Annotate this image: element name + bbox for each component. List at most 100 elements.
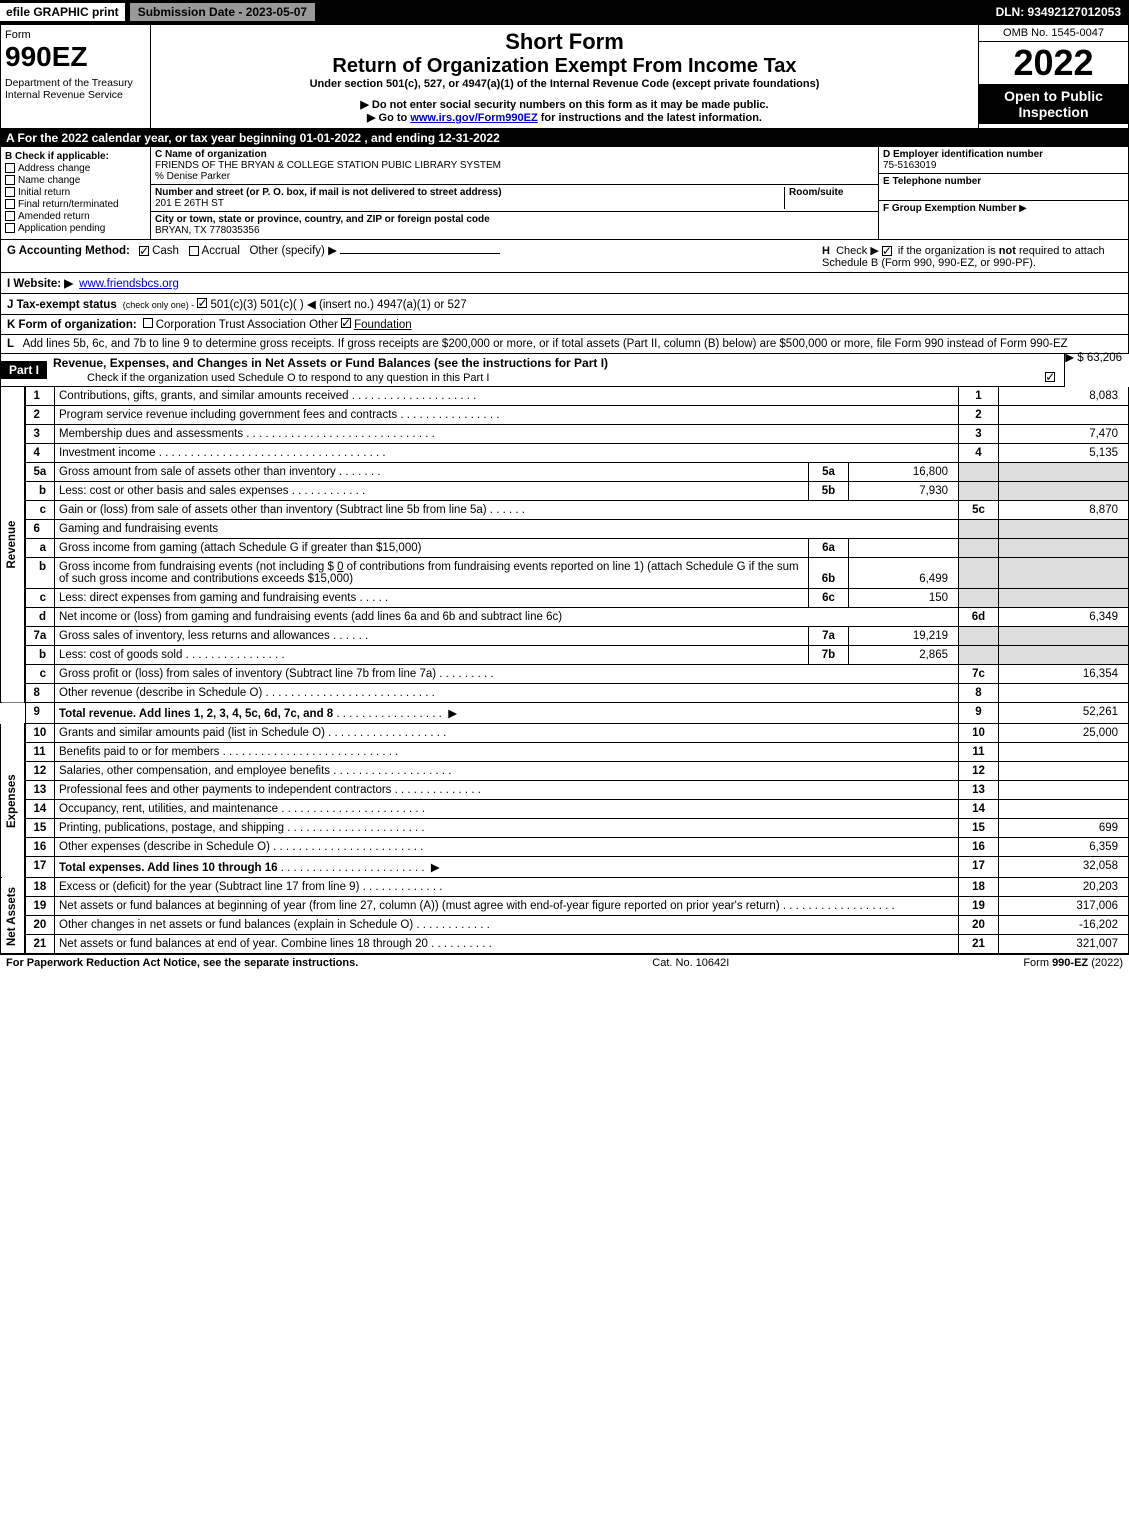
row-desc: Salaries, other compensation, and employ… (55, 762, 959, 781)
spacer (1, 703, 25, 724)
row-desc: Less: direct expenses from gaming and fu… (55, 589, 809, 608)
row-desc: Net assets or fund balances at end of ye… (55, 935, 959, 954)
row-value (999, 743, 1129, 762)
row-desc: Total revenue. Add lines 1, 2, 3, 4, 5c,… (55, 703, 959, 724)
row-invalue: 16,800 (849, 463, 959, 482)
row-desc: Gain or (loss) from sale of assets other… (55, 501, 959, 520)
row-num: 14 (25, 800, 55, 819)
chk-final-return[interactable]: Final return/terminated (5, 199, 146, 210)
chk-name-change[interactable]: Name change (5, 175, 146, 186)
chk-other-org[interactable] (341, 318, 351, 328)
city-row: City or town, state or province, country… (151, 212, 878, 238)
row-outlabel: 1 (959, 387, 999, 406)
row-value: 699 (999, 819, 1129, 838)
row-num: c (25, 665, 55, 684)
form-header: Form 990EZ Department of the Treasury In… (0, 24, 1129, 129)
row-value: 321,007 (999, 935, 1129, 954)
header-right: OMB No. 1545-0047 2022 Open to Public In… (978, 25, 1128, 128)
chk-amended-return[interactable]: Amended return (5, 211, 146, 222)
row-desc: Gross sales of inventory, less returns a… (55, 627, 809, 646)
row-value: 25,000 (999, 724, 1129, 743)
row-invalue: 2,865 (849, 646, 959, 665)
financial-table: Revenue 1 Contributions, gifts, grants, … (0, 387, 1129, 954)
room-label: Room/suite (789, 187, 843, 198)
row-desc: Less: cost or other basis and sales expe… (55, 482, 809, 501)
section-a: A For the 2022 calendar year, or tax yea… (0, 129, 1129, 147)
chk-accrual[interactable] (189, 246, 199, 256)
row-desc: Professional fees and other payments to … (55, 781, 959, 800)
ein-label: D Employer identification number (883, 149, 1043, 160)
efile-label: efile GRAPHIC print (0, 3, 125, 21)
grey-cell (959, 539, 999, 558)
chk-cash[interactable] (139, 246, 149, 256)
chk-schedule-b[interactable] (882, 246, 892, 256)
street-value: 201 E 26TH ST (155, 198, 224, 209)
grey-cell (999, 646, 1129, 665)
line-j: J Tax-exempt status (check only one) - 5… (0, 294, 1129, 315)
chk-corp[interactable] (143, 318, 153, 328)
row-desc: Net income or (loss) from gaming and fun… (55, 608, 959, 627)
row-num: 5a (25, 463, 55, 482)
chk-initial-return[interactable]: Initial return (5, 187, 146, 198)
grey-cell (999, 463, 1129, 482)
form-number: 990EZ (5, 41, 146, 73)
irs-link[interactable]: www.irs.gov/Form990EZ (410, 112, 537, 124)
row-invalue: 150 (849, 589, 959, 608)
submission-date: Submission Date - 2023-05-07 (129, 2, 316, 22)
l-amount: ▶ $ 63,206 (1065, 350, 1122, 364)
omb-number: OMB No. 1545-0047 (979, 25, 1128, 42)
header-left: Form 990EZ Department of the Treasury In… (1, 25, 151, 128)
row-invalue: 6,499 (849, 558, 959, 589)
row-outlabel: 15 (959, 819, 999, 838)
row-value: 317,006 (999, 897, 1129, 916)
row-outlabel: 13 (959, 781, 999, 800)
chk-address-change[interactable]: Address change (5, 163, 146, 174)
row-num: 11 (25, 743, 55, 762)
row-num: 16 (25, 838, 55, 857)
goto-post: for instructions and the latest informat… (538, 112, 762, 124)
grey-cell (999, 539, 1129, 558)
chk-application-pending[interactable]: Application pending (5, 223, 146, 234)
chk-label: Final return/terminated (18, 199, 119, 210)
row-num: 15 (25, 819, 55, 838)
chk-schedule-o-part1[interactable] (1045, 372, 1055, 382)
box-def: D Employer identification number 75-5163… (878, 147, 1128, 239)
chk-label: Application pending (18, 223, 105, 234)
row-desc: Total expenses. Add lines 10 through 16 … (55, 857, 959, 878)
h-text2: if the organization is (898, 245, 999, 257)
row-desc: Gross amount from sale of assets other t… (55, 463, 809, 482)
row-value: 6,359 (999, 838, 1129, 857)
row-num: 8 (25, 684, 55, 703)
grey-cell (959, 589, 999, 608)
row-value (999, 800, 1129, 819)
row-value: 16,354 (999, 665, 1129, 684)
row-inlabel: 7b (809, 646, 849, 665)
line-i: I Website: ▶ www.friendsbcs.org (0, 273, 1129, 294)
l-text: Add lines 5b, 6c, and 7b to line 9 to de… (23, 338, 1068, 350)
box-f: F Group Exemption Number ▶ (879, 201, 1128, 216)
k-label: K Form of organization: (7, 319, 137, 331)
other-specify-input[interactable] (340, 253, 500, 254)
city-value: BRYAN, TX 778035356 (155, 225, 260, 236)
title-return: Return of Organization Exempt From Incom… (155, 55, 974, 78)
city-label: City or town, state or province, country… (155, 214, 490, 225)
row-outlabel: 19 (959, 897, 999, 916)
row-desc: Net assets or fund balances at beginning… (55, 897, 959, 916)
part1-check-line: Check if the organization used Schedule … (87, 372, 489, 384)
row-outlabel: 4 (959, 444, 999, 463)
row-num: 7a (25, 627, 55, 646)
j-sub: (check only one) - (123, 300, 195, 310)
row-value: 8,870 (999, 501, 1129, 520)
row-desc: Less: cost of goods sold . . . . . . . .… (55, 646, 809, 665)
j-opts: 501(c)(3) 501(c)( ) ◀ (insert no.) 4947(… (210, 297, 466, 311)
row-inlabel: 6b (809, 558, 849, 589)
row-desc: Gross profit or (loss) from sales of inv… (55, 665, 959, 684)
website-link[interactable]: www.friendsbcs.org (79, 278, 179, 290)
grey-cell (999, 627, 1129, 646)
row-num: b (25, 558, 55, 589)
grey-cell (999, 558, 1129, 589)
org-name: FRIENDS OF THE BRYAN & COLLEGE STATION P… (155, 160, 501, 171)
row-outlabel: 5c (959, 501, 999, 520)
chk-501c3[interactable] (197, 298, 207, 308)
row-desc: Other revenue (describe in Schedule O) .… (55, 684, 959, 703)
